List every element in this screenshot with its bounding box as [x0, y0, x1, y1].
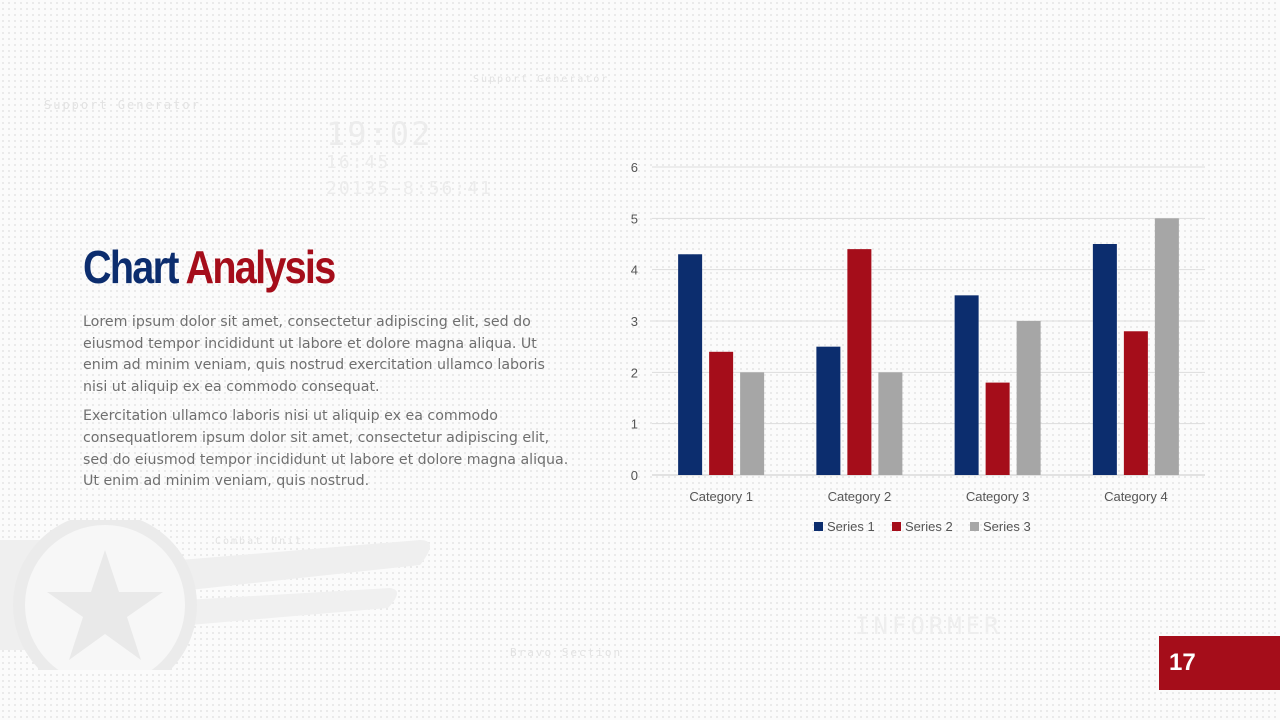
bg-support-generator-small: Support Generator	[473, 74, 610, 85]
bar-1-1	[678, 254, 703, 475]
x-tick-label: Category 3	[966, 489, 1030, 504]
slide-title: Chart Analysis	[83, 240, 337, 294]
bar-3-3	[1016, 321, 1041, 475]
bg-time-medium: 16:45	[326, 152, 391, 173]
bg-support-generator: Support Generator	[44, 98, 201, 112]
chart-x-axis: Category 1 Category 2 Category 3 Category 4	[689, 489, 1167, 504]
page-number: 17	[1159, 636, 1280, 690]
bar-3-2	[878, 372, 903, 475]
bar-2-4	[1123, 331, 1148, 475]
y-tick-label: 6	[631, 160, 638, 175]
x-tick-label: Category 1	[689, 489, 753, 504]
paragraph-2: Exercitation ullamco laboris nisi ut ali…	[83, 408, 569, 490]
bg-bravo-section: Bravo Section	[510, 646, 623, 659]
y-tick-label: 3	[631, 314, 638, 329]
y-tick-label: 1	[631, 417, 638, 432]
bar-3-4	[1154, 218, 1179, 475]
paragraph-1: Lorem ipsum dolor sit amet, consectetur …	[83, 314, 545, 395]
bar-3-1	[740, 372, 765, 475]
bg-time-large: 19:02	[326, 115, 433, 153]
x-tick-label: Category 4	[1104, 489, 1168, 504]
y-tick-label: 0	[631, 468, 638, 483]
legend-label-1: Series 1	[827, 519, 875, 534]
bg-combat-unit: Combat Unit	[215, 536, 304, 547]
bar-1-4	[1092, 244, 1117, 475]
y-tick-label: 4	[631, 263, 638, 278]
chart-y-axis: 0 1 2 3 4 5 6	[631, 160, 638, 483]
bar-2-3	[985, 382, 1010, 475]
bar-1-3	[954, 295, 979, 475]
legend-swatch-3	[970, 522, 979, 531]
x-tick-label: Category 2	[828, 489, 892, 504]
chart-bars	[678, 218, 1179, 475]
chart-legend: Series 1 Series 2 Series 3	[814, 519, 1031, 534]
bar-2-1	[709, 351, 734, 475]
y-tick-label: 5	[631, 211, 638, 226]
bg-informer: INFORMER	[855, 612, 1003, 640]
y-tick-label: 2	[631, 365, 638, 380]
bg-timestamp: 20135-8:56:41	[326, 178, 493, 199]
title-part-chart: Chart	[83, 241, 179, 293]
legend-label-2: Series 2	[905, 519, 953, 534]
bar-1-2	[816, 346, 841, 475]
chart-gridlines	[652, 166, 1205, 476]
legend-swatch-1	[814, 522, 823, 531]
legend-label-3: Series 3	[983, 519, 1031, 534]
body-text: Lorem ipsum dolor sit amet, consectetur …	[83, 312, 573, 501]
bar-2-2	[847, 249, 872, 475]
legend-swatch-2	[892, 522, 901, 531]
star-wings-emblem-icon	[0, 520, 430, 670]
title-part-analysis: Analysis	[185, 241, 337, 293]
